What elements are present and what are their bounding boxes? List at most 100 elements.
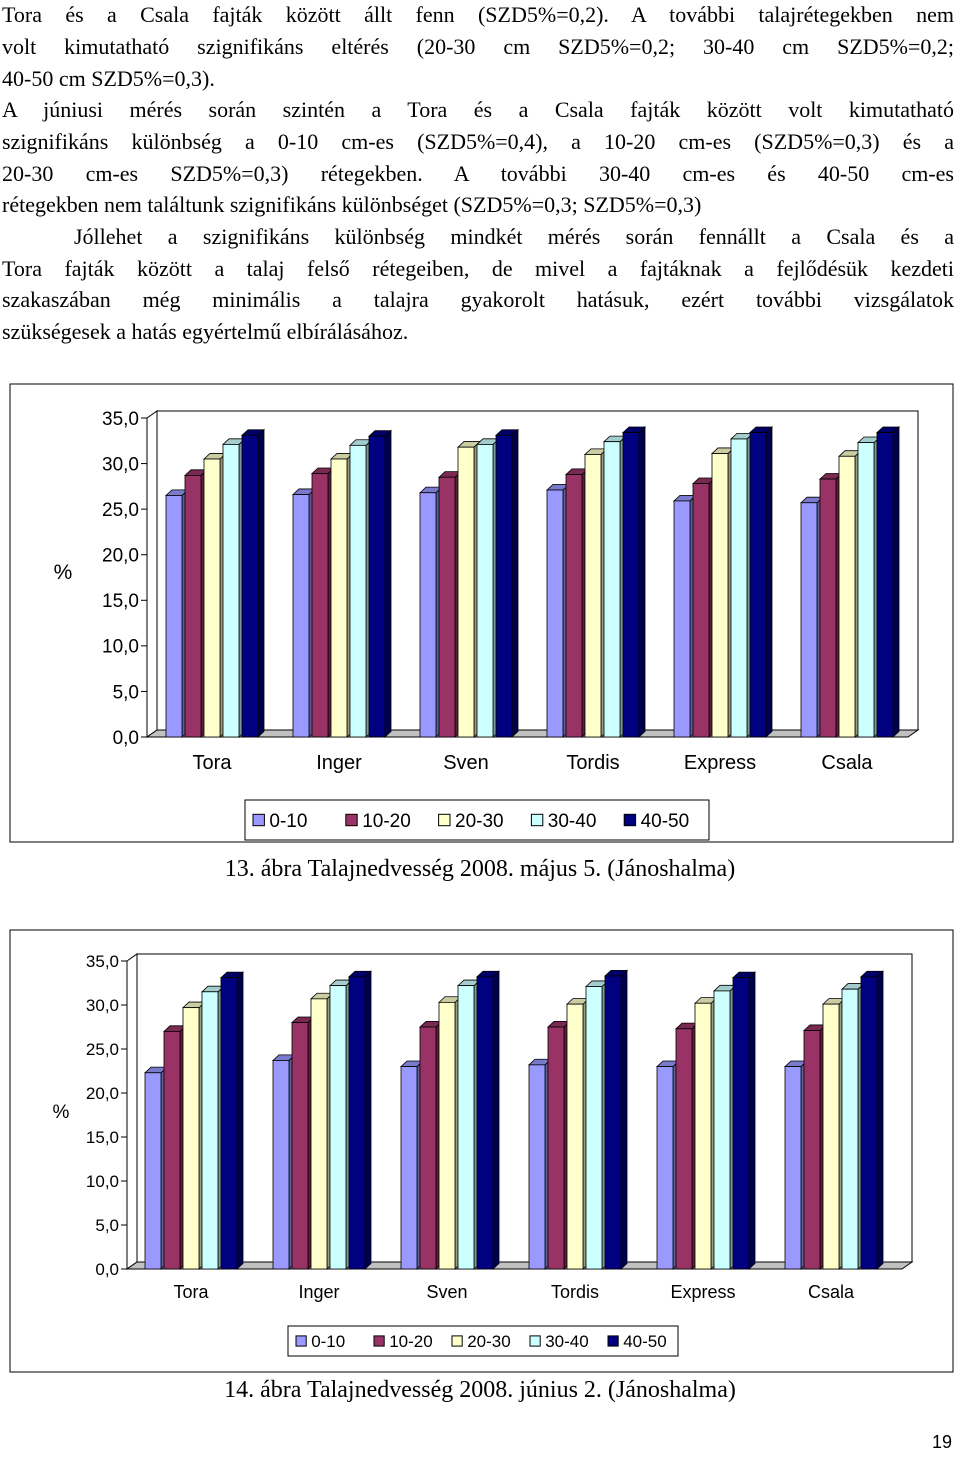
- bar-front: [476, 444, 494, 738]
- bar: [875, 426, 901, 738]
- bar: [837, 449, 863, 738]
- legend-swatch: [607, 1335, 619, 1347]
- figure-caption: 13. ábra Talajnedvesség 2008. május 5. (…: [224, 856, 736, 882]
- bar-side: [364, 970, 372, 1270]
- bar: [494, 428, 520, 738]
- bar-front: [457, 985, 475, 1270]
- bar-front: [857, 442, 875, 738]
- bar-side: [492, 970, 500, 1270]
- bar-side: [765, 426, 773, 738]
- x-category-label: Tora: [193, 752, 233, 774]
- bar-front: [732, 977, 750, 1270]
- legend-swatch: [438, 813, 451, 827]
- bar-front: [585, 986, 603, 1270]
- bar-front: [476, 976, 494, 1270]
- bar-side: [892, 426, 900, 738]
- x-category-label: Csala: [808, 1282, 855, 1302]
- legend-box: [244, 799, 710, 841]
- bar-front: [604, 975, 622, 1270]
- bar-front: [495, 434, 513, 738]
- bar-front: [784, 1066, 802, 1270]
- y-tick-label: 35,0: [102, 409, 139, 430]
- legend-swatch: [373, 1335, 385, 1347]
- bar-side: [876, 970, 884, 1270]
- legend-label: 40-50: [623, 1332, 666, 1351]
- x-category-label: Tordis: [551, 1282, 599, 1302]
- bar-front: [165, 495, 183, 738]
- legend-label: 20-30: [455, 811, 504, 832]
- figure-caption: 14. ábra Talajnedvesség 2008. június 2. …: [224, 1377, 736, 1403]
- legend-swatch: [451, 1335, 463, 1347]
- x-category-label: Sven: [426, 1282, 467, 1302]
- y-tick-label: 10,0: [86, 1172, 119, 1191]
- bar-front: [603, 441, 621, 738]
- bar-front: [566, 1003, 584, 1270]
- x-category-label: Express: [670, 1282, 735, 1302]
- bar-front: [838, 455, 856, 738]
- text-line: volt kimutatható szignifikáns eltérés (2…: [2, 34, 954, 59]
- legend-swatch: [529, 1335, 541, 1347]
- x-category-label: Inger: [298, 1282, 339, 1302]
- bar-front: [330, 458, 348, 738]
- bar-front: [184, 475, 202, 738]
- y-tick-label: 5,0: [95, 1216, 119, 1235]
- bar-front: [292, 494, 310, 738]
- bar-front: [329, 985, 347, 1270]
- text-line: 40-50 cm SZD5%=0,3).: [2, 66, 215, 91]
- bar-front: [241, 434, 259, 738]
- x-category-label: Tora: [173, 1282, 209, 1302]
- bar: [859, 970, 885, 1270]
- y-tick-label: 0,0: [113, 728, 139, 749]
- x-category-label: Csala: [821, 752, 873, 774]
- bar: [475, 970, 501, 1270]
- legend-label: 30-40: [548, 811, 597, 832]
- bar-side: [384, 429, 392, 738]
- bar-front: [876, 432, 894, 738]
- bar-front: [713, 990, 731, 1270]
- plot-side-wall: [126, 953, 138, 1270]
- text-line: szakaszában még minimális a talajra gyak…: [2, 287, 954, 312]
- bar-side: [236, 971, 244, 1270]
- x-category-label: Express: [684, 752, 756, 774]
- y-tick-label: 25,0: [86, 1040, 119, 1059]
- legend-swatch: [345, 813, 358, 827]
- text-line: szignifikáns különbség a 0-10 cm-es (SZD…: [2, 129, 954, 154]
- bar-front: [291, 1022, 309, 1270]
- legend-swatch: [295, 1335, 307, 1347]
- legend-label: 30-40: [545, 1332, 588, 1351]
- y-tick-label: 20,0: [102, 546, 139, 567]
- bar-front: [800, 502, 818, 738]
- bar-side: [257, 428, 265, 738]
- bar-chart-june: 0,0 5,0 10,0 15,0 20,0 25,0 30,0 35,0% Tora Inger…: [9, 929, 954, 1373]
- text-line: Jóllehet a szignifikáns különbség mindké…: [74, 224, 954, 249]
- y-tick-label: 35,0: [86, 952, 119, 971]
- bar-front: [220, 977, 238, 1270]
- x-category-label: Sven: [443, 752, 489, 774]
- bar-front: [673, 500, 691, 738]
- legend-swatch: [530, 813, 544, 827]
- bar-side: [511, 428, 519, 738]
- y-tick-label: 10,0: [102, 637, 139, 658]
- page-number: 19: [931, 1432, 952, 1452]
- bar-front: [163, 1031, 181, 1270]
- text-line: rétegekben nem találtunk szignifikáns kü…: [2, 192, 702, 217]
- bar-front: [694, 1002, 712, 1270]
- bar: [603, 969, 629, 1270]
- bar-front: [419, 492, 437, 738]
- bar-front: [203, 458, 221, 738]
- bar-front: [565, 474, 583, 738]
- bar-front: [822, 1003, 840, 1270]
- bar-front: [222, 444, 240, 738]
- y-tick-label: 30,0: [86, 996, 119, 1015]
- bar-front: [547, 1026, 565, 1270]
- bar-front: [438, 476, 456, 738]
- bar-front: [182, 1007, 200, 1270]
- bar: [748, 426, 774, 738]
- y-tick-label: 25,0: [102, 500, 139, 521]
- bar: [200, 985, 226, 1270]
- y-tick-label: 0,0: [95, 1260, 119, 1279]
- y-axis-label: %: [54, 561, 73, 584]
- bar-front: [692, 483, 710, 738]
- bar-front: [841, 988, 859, 1270]
- bar-front: [656, 1066, 674, 1270]
